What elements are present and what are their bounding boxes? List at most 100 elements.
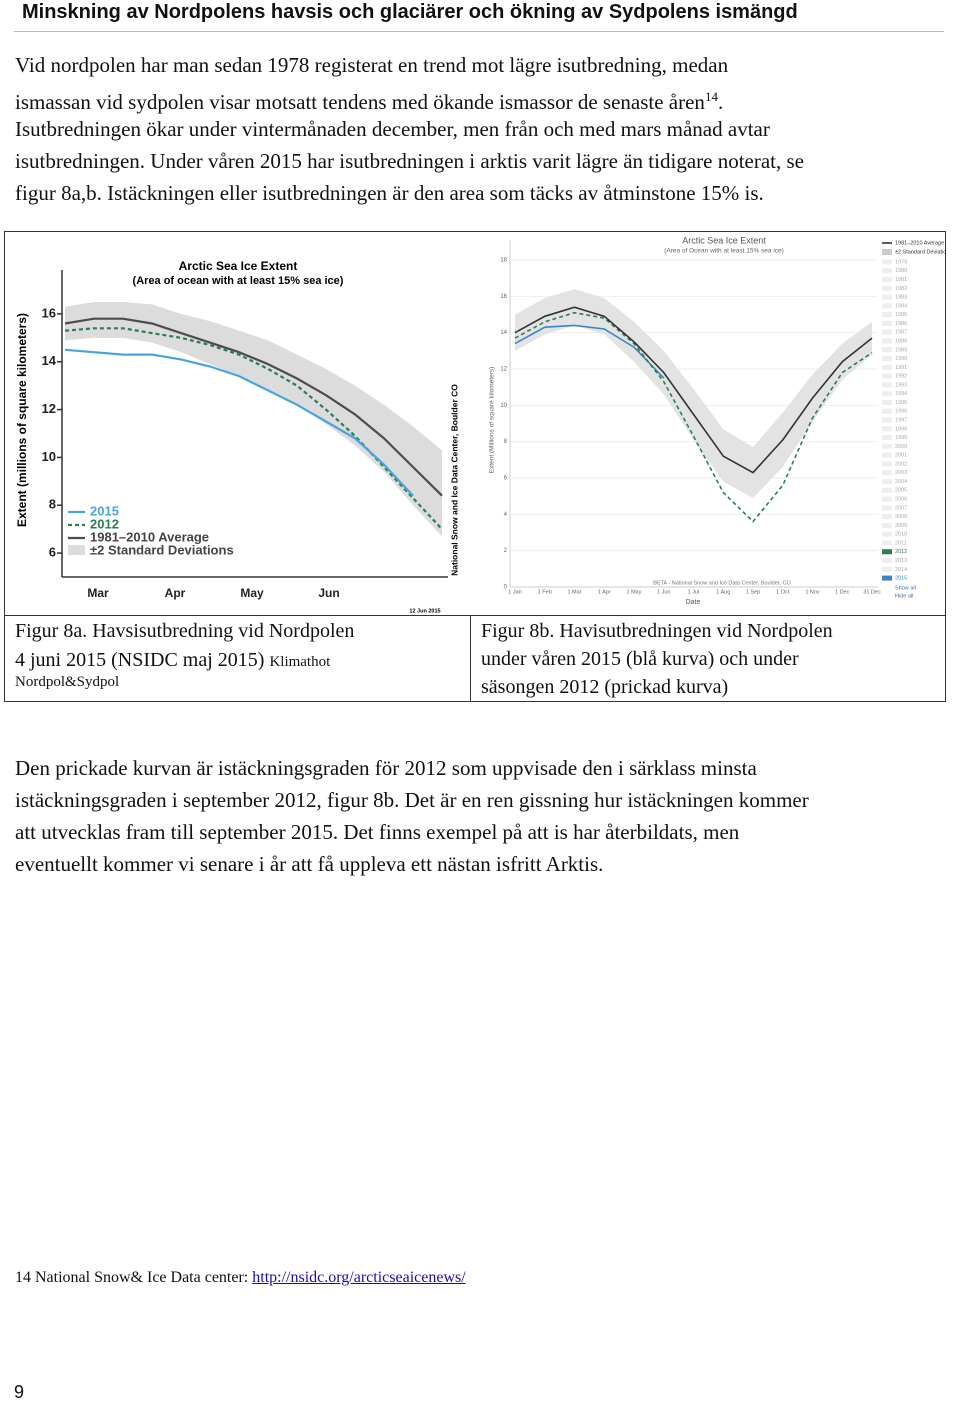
chart-subtitle: (Area of ocean with at least 15% sea ice… [133, 275, 344, 287]
legend-marker [882, 549, 892, 555]
legend-marker [882, 294, 892, 300]
legend-button[interactable]: Hide all [895, 593, 913, 599]
y-tick-label: 0 [504, 585, 508, 591]
legend-label: ±2 Standard Deviatio [895, 249, 946, 255]
text-line: Den prickade kurvan är istäckningsgraden… [15, 756, 757, 780]
legend-marker [882, 347, 892, 353]
caption-source: Klimathot [269, 654, 331, 670]
legend-label: 2001 [895, 453, 907, 459]
legend-marker [882, 505, 892, 511]
legend-marker [882, 277, 892, 283]
legend-label: 1981–2010 Average [895, 240, 944, 246]
legend-label: 1985 [895, 312, 907, 318]
legend-label: ±2 Standard Deviations [90, 542, 234, 557]
x-tick-label: May [240, 586, 264, 600]
legend-marker [882, 320, 892, 326]
chart-a: 6 8 10 12 14 16 Mar Apr May Jun Arctic Sea Ice Ext… [15, 259, 459, 614]
x-tick-label: 1 Apr [598, 589, 611, 595]
date: 12 Jun 2015 [409, 608, 440, 614]
text-line: att utvecklas fram till september 2015. … [15, 820, 740, 844]
x-tick-label: 1 Feb [538, 589, 552, 595]
caption-line: 4 juni 2015 (NSIDC maj 2015) Klimathot [15, 649, 331, 671]
caption-source: Nordpol&Sydpol [15, 674, 120, 690]
y-axis-label: Extent (Millions of square kilometers) [489, 367, 496, 474]
legend-label: 1998 [895, 426, 907, 432]
legend-label: 1989 [895, 347, 907, 353]
chart-title: Arctic Sea Ice Extent [682, 235, 766, 245]
legend-marker [882, 399, 892, 405]
legend-marker [882, 312, 892, 318]
y-tick-label: 14 [500, 330, 507, 336]
legend-label: 1979 [895, 259, 907, 265]
legend-marker [882, 496, 892, 502]
legend-label: 2003 [895, 470, 907, 476]
table-divider [470, 615, 471, 701]
text-line: Vid nordpolen har man sedan 1978 registe… [15, 53, 729, 77]
caption-line: säsongen 2012 (prickad kurva) [481, 676, 729, 698]
x-tick-label: 31 Dec [863, 589, 881, 595]
caption-line: under våren 2015 (blå kurva) och under [481, 648, 799, 670]
text-line: ismassan vid sydpolen visar motsatt tend… [15, 89, 724, 114]
legend-label: 2007 [895, 505, 907, 511]
legend-label: 2015 [895, 576, 907, 582]
legend-label: 1990 [895, 356, 907, 362]
text-line: isutbredningen. Under våren 2015 har isu… [15, 149, 804, 173]
legend-label: 1981–2010 Average [90, 529, 209, 544]
legend-marker [882, 329, 892, 335]
legend-label: 2002 [895, 461, 907, 467]
x-tick-label: 1 Nov [805, 589, 820, 595]
x-tick-label: 1 Jul [688, 589, 700, 595]
heading: Minskning av Nordpolens havsis och glaci… [22, 1, 798, 23]
legend-marker [882, 435, 892, 441]
legend-marker [882, 461, 892, 467]
legend-marker [68, 545, 85, 555]
y-tick-label: 6 [49, 545, 56, 560]
legend-marker [882, 443, 892, 449]
x-tick-label: 1 Aug [716, 589, 730, 595]
legend-button[interactable]: Show all [895, 585, 916, 591]
legend-marker [882, 452, 892, 458]
legend-marker [882, 338, 892, 344]
legend-marker [882, 259, 892, 265]
series-line [64, 348, 414, 497]
credit: BETA - National Snow and Ice Data Center… [653, 580, 791, 586]
heading-rule [14, 31, 944, 32]
series-line [514, 311, 873, 523]
y-tick-label: 16 [42, 305, 56, 320]
legend-marker [882, 382, 892, 388]
series-line [514, 306, 873, 474]
legend-marker [882, 566, 892, 572]
legend-marker [882, 575, 892, 581]
legend-marker [882, 356, 892, 362]
legend-marker [882, 268, 892, 274]
y-tick-label: 8 [504, 439, 508, 445]
legend-label: 1996 [895, 409, 907, 415]
legend-label: 1992 [895, 374, 907, 380]
x-axis-label: Date [686, 599, 701, 606]
y-tick-label: 16 [500, 294, 507, 300]
text-line: istäckningsgraden i september 2012, figu… [15, 788, 809, 812]
text-line: figur 8a,b. Istäckningen eller isutbredn… [15, 181, 764, 205]
legend-marker [882, 479, 892, 484]
legend-label: 1986 [895, 321, 907, 327]
text-line: eventuellt kommer vi senare i år att få … [15, 852, 604, 876]
legend-label: 2006 [895, 497, 907, 503]
legend-label: 2011 [895, 540, 907, 546]
footnote-link[interactable]: http://nsidc.org/arcticseaicenews/ [252, 1269, 466, 1286]
legend-label: 1993 [895, 382, 907, 388]
std-band [65, 301, 442, 537]
legend-label: 1991 [895, 365, 907, 371]
x-tick-label: Apr [165, 586, 186, 600]
legend-label: 1999 [895, 435, 907, 441]
legend-marker [882, 391, 892, 397]
legend-marker [882, 303, 892, 309]
y-tick-label: 12 [42, 401, 56, 416]
y-tick-label: 12 [500, 367, 507, 373]
legend-label: 2012 [90, 516, 119, 531]
legend-marker [882, 249, 892, 255]
legend-label: 1984 [895, 303, 907, 309]
x-tick-label: 1 May [627, 589, 642, 595]
legend-label: 2013 [895, 558, 907, 564]
legend-marker [882, 487, 892, 493]
